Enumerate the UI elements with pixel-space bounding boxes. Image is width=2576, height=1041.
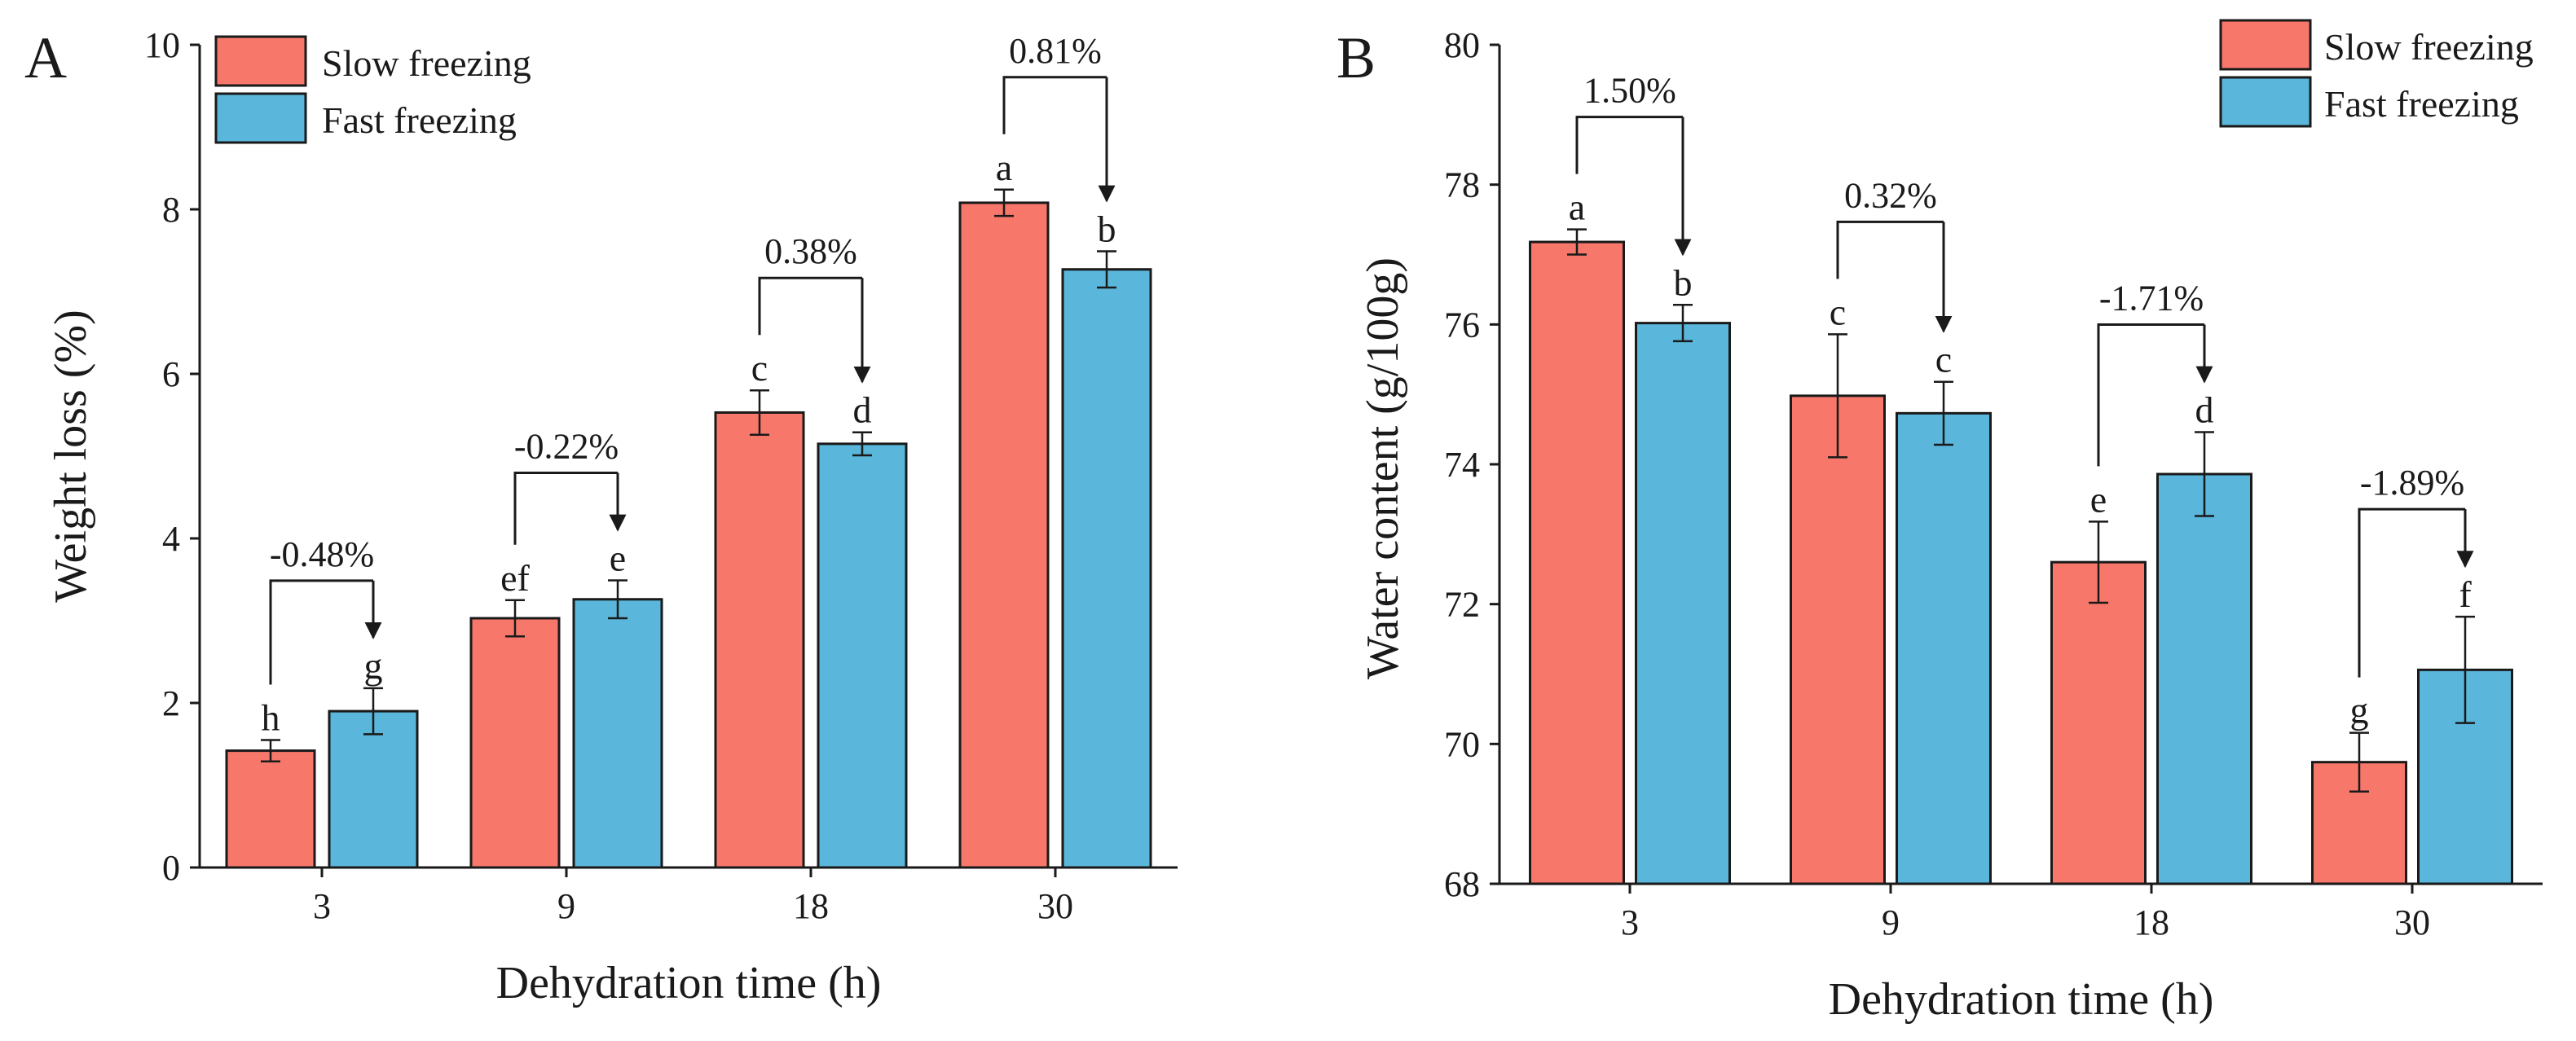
panel-a-percent-change-label: 0.81% bbox=[1009, 31, 1102, 71]
panel-a-y-tick-label: 8 bbox=[162, 190, 180, 230]
panel-b-chart: B Water content (g/100g) Dehydration tim… bbox=[1336, 19, 2543, 1025]
panel-a-significance-letter: ef bbox=[500, 557, 530, 599]
panel-a-letter: A bbox=[24, 25, 67, 90]
legend-swatch-slow-freezing bbox=[2219, 19, 2312, 71]
panel-b-bracket bbox=[2358, 507, 2465, 678]
panel-a-significance-letter: b bbox=[1098, 209, 1116, 250]
panel-b-significance-letter: f bbox=[2459, 573, 2472, 615]
panel-a-bracket bbox=[758, 276, 862, 336]
legend-label-slow-freezing: Slow freezing bbox=[322, 42, 531, 84]
legend-swatch-fast-freezing bbox=[214, 92, 307, 144]
panel-b-percent-change-label: 0.32% bbox=[1844, 175, 1937, 215]
panel-b-letter: B bbox=[1336, 25, 1376, 90]
panel-b-x-axis-title: Dehydration time (h) bbox=[1829, 974, 2214, 1025]
panel-a-percent-change-label: 0.38% bbox=[764, 231, 857, 271]
panel-a-bar-slow-3h bbox=[225, 749, 316, 869]
panel-a-significance-letter: e bbox=[610, 538, 626, 579]
legend-label-slow-freezing: Slow freezing bbox=[2324, 26, 2534, 68]
panel-b-y-tick-label: 70 bbox=[1444, 724, 1480, 764]
panel-a-bracket bbox=[269, 579, 373, 685]
panel-a-significance-letter: h bbox=[262, 696, 280, 738]
panel-b-x-tick-label: 3 bbox=[1621, 903, 1639, 942]
panel-a-x-axis-title: Dehydration time (h) bbox=[496, 958, 882, 1008]
panel-b-bar-fast-18h bbox=[2156, 472, 2252, 885]
panel-a-bracket bbox=[513, 472, 618, 545]
panel-a-x-tick-label: 9 bbox=[557, 886, 575, 926]
panel-b-bracket bbox=[1575, 116, 1683, 174]
panel-a-y-tick-label: 10 bbox=[144, 25, 180, 65]
panel-a-bar-fast-30h bbox=[1061, 268, 1152, 869]
panel-b-y-tick-label: 68 bbox=[1444, 864, 1480, 904]
panel-a-y-tick-label: 2 bbox=[162, 683, 180, 723]
panel-a-x-tick-label: 18 bbox=[793, 886, 829, 926]
panel-b-y-tick-label: 80 bbox=[1444, 25, 1480, 65]
panel-b-significance-letter: e bbox=[2090, 478, 2107, 520]
panel-b-x-tick-label: 18 bbox=[2133, 903, 2169, 942]
panel-a-significance-letter: a bbox=[996, 147, 1012, 188]
panel-b-percent-change-label: -1.71% bbox=[2099, 279, 2204, 318]
panel-a-percent-change-label: -0.22% bbox=[514, 427, 619, 467]
panel-a-significance-letter: d bbox=[853, 389, 872, 431]
panel-b-bracket bbox=[1836, 220, 1944, 279]
panel-b-y-tick-label: 72 bbox=[1444, 585, 1480, 625]
panel-b-bracket bbox=[2097, 323, 2204, 467]
panel-a-bar-slow-18h bbox=[714, 411, 805, 869]
panel-b-x-tick-label: 9 bbox=[1882, 903, 1900, 942]
panel-b-bar-slow-9h bbox=[1790, 394, 1886, 885]
panel-a-x-tick-label: 30 bbox=[1037, 886, 1073, 926]
panel-b-y-tick-label: 74 bbox=[1444, 445, 1480, 485]
panel-a-bracket bbox=[1002, 76, 1107, 134]
panel-a-significance-letter: c bbox=[751, 347, 768, 389]
panel-b-percent-change-label: -1.89% bbox=[2360, 463, 2464, 503]
legend-swatch-fast-freezing bbox=[2219, 76, 2312, 128]
panel-b-significance-letter: d bbox=[2195, 389, 2214, 431]
panel-b-bar-slow-3h bbox=[1529, 240, 1625, 885]
legend-label-fast-freezing: Fast freezing bbox=[322, 99, 517, 141]
panel-b-percent-change-label: 1.50% bbox=[1583, 71, 1676, 111]
panel-b-significance-letter: c bbox=[1830, 291, 1846, 332]
panel-a-y-tick-label: 6 bbox=[162, 354, 180, 394]
panel-a-x-tick-label: 3 bbox=[313, 886, 331, 926]
panel-b-y-tick-label: 76 bbox=[1444, 305, 1480, 345]
panel-a-bar-slow-30h bbox=[958, 201, 1050, 869]
panel-b-bar-fast-3h bbox=[1635, 322, 1731, 885]
panel-a-bar-slow-9h bbox=[469, 617, 561, 869]
panel-a-percent-change-label: -0.48% bbox=[270, 534, 374, 574]
panel-a-bar-fast-18h bbox=[817, 442, 908, 869]
panel-a-significance-letter: g bbox=[364, 645, 383, 687]
panel-b-significance-letter: c bbox=[1935, 339, 1952, 380]
panel-a-bar-fast-9h bbox=[572, 598, 663, 869]
panel-a-y-tick-label: 4 bbox=[162, 519, 180, 559]
panel-a-y-axis-title: Weight loss (%) bbox=[46, 310, 96, 602]
panel-b-significance-letter: b bbox=[1674, 261, 1693, 303]
panel-b-legend: Slow freezing Fast freezing bbox=[2219, 19, 2534, 128]
panel-a-chart: A Weight loss (%) Dehydration time (h) S… bbox=[24, 25, 1178, 1008]
panel-b-y-axis-title: Water content (g/100g) bbox=[1358, 257, 1408, 679]
panel-a-legend: Slow freezing Fast freezing bbox=[214, 35, 531, 144]
legend-label-fast-freezing: Fast freezing bbox=[2324, 83, 2519, 125]
panel-a-y-tick-label: 0 bbox=[162, 848, 180, 888]
panel-b-significance-letter: g bbox=[2350, 690, 2369, 731]
panel-b-x-tick-label: 30 bbox=[2394, 903, 2430, 942]
panel-b-bar-slow-18h bbox=[2050, 560, 2147, 885]
panel-b-bar-fast-9h bbox=[1896, 411, 1992, 885]
panel-b-significance-letter: a bbox=[1569, 187, 1585, 228]
panel-b-y-tick-label: 78 bbox=[1444, 165, 1480, 205]
panel-a-bar-fast-3h bbox=[328, 709, 419, 869]
legend-swatch-slow-freezing bbox=[214, 35, 307, 87]
